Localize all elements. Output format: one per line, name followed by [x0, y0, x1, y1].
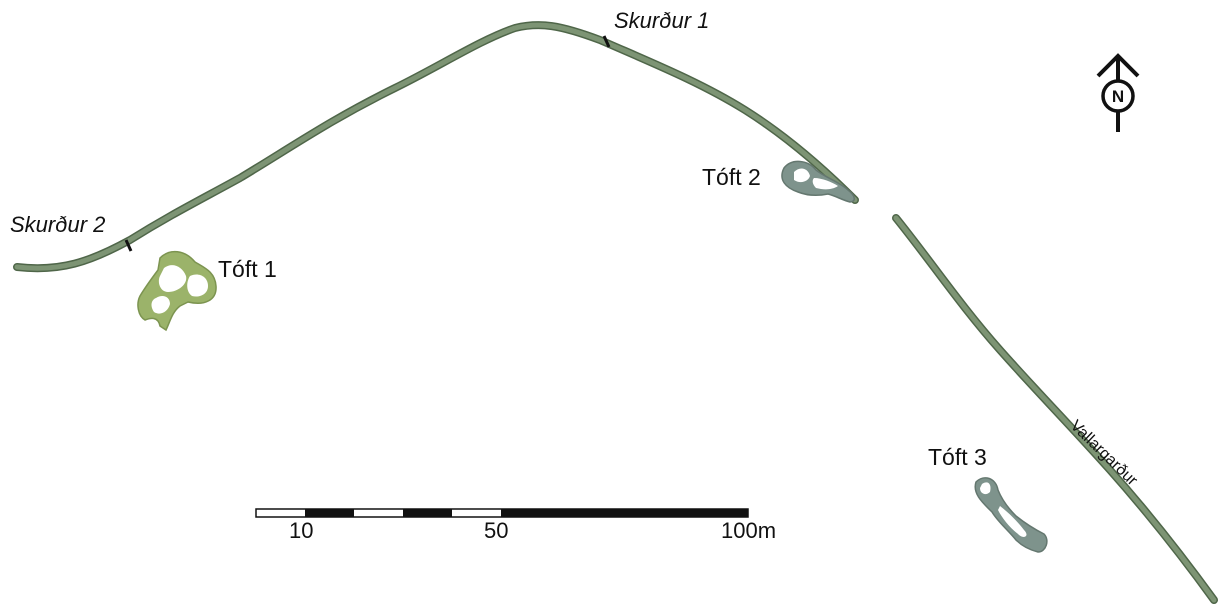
scale-bar: [255, 508, 749, 518]
skurdur-2-label: Skurður 2: [10, 212, 106, 237]
north-arrow-letter: N: [1112, 87, 1124, 106]
toft-3-ruin: [974, 477, 1048, 553]
scale-tick-label: 50: [484, 518, 509, 543]
scale-tick-label: 10: [289, 518, 314, 543]
skurdur-2-marker: [124, 239, 133, 252]
skurdur-1-label: Skurður 1: [614, 8, 710, 33]
toft-1-label: Tóft 1: [218, 256, 277, 282]
scale-tick-label: 100m: [721, 518, 777, 543]
toft-3-label: Tóft 3: [928, 444, 987, 470]
toft-2-ruin: [781, 160, 855, 203]
skurdur-1-marker: [602, 35, 611, 48]
north-arrow-icon: N: [1096, 53, 1140, 132]
toft-1-ruin: [137, 250, 217, 332]
toft-2-label: Tóft 2: [702, 164, 761, 190]
